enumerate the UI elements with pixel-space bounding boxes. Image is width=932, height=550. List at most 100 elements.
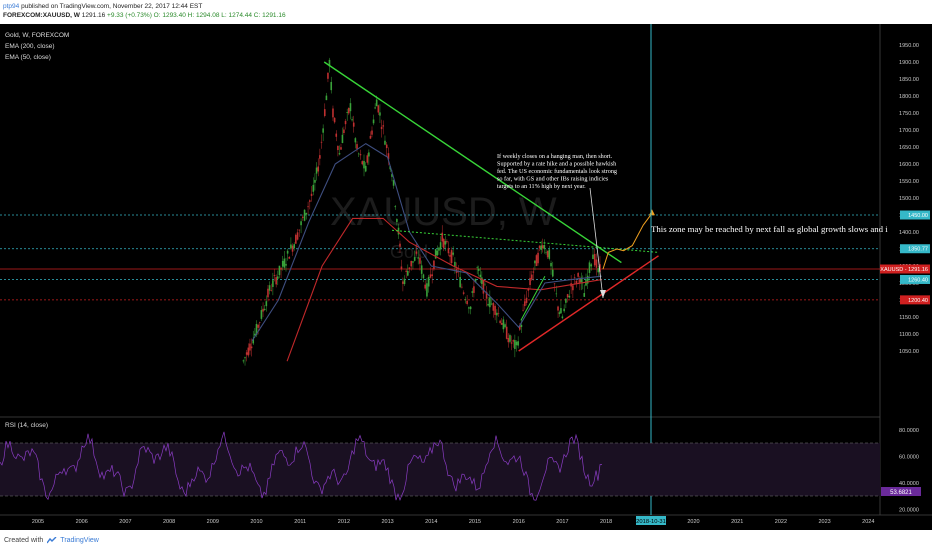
- candle-body: [352, 122, 355, 127]
- candle-body: [354, 138, 357, 143]
- candle-body: [281, 260, 284, 267]
- candle-body: [524, 301, 526, 307]
- candle-body: [267, 288, 269, 298]
- candle-body: [359, 154, 362, 156]
- candle-body: [363, 160, 365, 169]
- candle-body: [328, 59, 331, 67]
- candle-body: [364, 165, 367, 172]
- candle-body: [434, 249, 437, 259]
- publisher-line: ptp94 published on TradingView.com, Nove…: [3, 3, 203, 10]
- price-level-badge: [900, 210, 930, 220]
- candle-body: [255, 323, 258, 336]
- candle-body: [555, 293, 558, 295]
- candle-body: [560, 308, 562, 314]
- candles: [242, 57, 601, 366]
- annotation-target-zone[interactable]: This zone may be reached by next fall as…: [651, 224, 888, 234]
- candle-body: [531, 274, 533, 280]
- candle-body: [462, 292, 465, 294]
- candle-body: [429, 274, 432, 278]
- year-tick: 2010: [250, 519, 262, 525]
- price-level-label: XAUUSD - 1291.16: [880, 267, 928, 273]
- watermark-symbol: XAUUSD, W: [330, 190, 557, 234]
- price-chart[interactable]: XAUUSD, W Gold Gold, W, FOREXCOM EMA (20…: [0, 24, 932, 530]
- rsi-axis-ticks: 80.0000 60.0000 40.0000 20.0000: [899, 428, 919, 514]
- candle-body: [343, 129, 345, 134]
- candle-body: [369, 135, 372, 139]
- year-tick: 2016: [513, 519, 525, 525]
- candle-body: [260, 310, 263, 319]
- annotation-short-thesis[interactable]: If weekly closes on a hanging man, then …: [497, 153, 617, 190]
- candle-body: [346, 112, 348, 113]
- candle-body: [427, 276, 430, 287]
- tradingview-logo-icon: [47, 536, 57, 543]
- candle-body: [296, 232, 299, 240]
- annotation-pointer: [589, 187, 604, 299]
- candle-body: [436, 250, 439, 256]
- candle-body: [302, 216, 304, 218]
- candle-body: [327, 72, 329, 79]
- year-tick: 2015: [469, 519, 481, 525]
- candle-body: [566, 294, 569, 298]
- candle-body: [374, 107, 376, 109]
- tradingview-brand[interactable]: TradingView: [60, 536, 99, 544]
- footer: Created with TradingView: [0, 530, 932, 550]
- rsi-tick: 60.0000: [899, 454, 919, 460]
- candle-body: [469, 306, 472, 310]
- candle-body: [338, 153, 341, 155]
- candle-body: [500, 323, 503, 325]
- candle-body: [263, 308, 266, 311]
- rsi-tick: 40.0000: [899, 481, 919, 487]
- candle-body: [315, 167, 318, 174]
- candle-body: [573, 277, 576, 278]
- candle-body: [348, 108, 350, 114]
- candle-body: [420, 265, 423, 274]
- date-marker-label: 2018-10-31: [636, 519, 666, 525]
- candle-body: [273, 275, 276, 276]
- publisher-user[interactable]: ptp94: [3, 3, 20, 10]
- candle-body: [439, 242, 442, 250]
- candle-body: [335, 133, 338, 137]
- candle-body: [537, 252, 539, 264]
- candle-body: [450, 250, 453, 264]
- candle-body: [568, 295, 571, 298]
- candle-body: [307, 206, 309, 208]
- price-tick: 1550.00: [899, 179, 919, 185]
- candle-body: [512, 340, 515, 342]
- year-tick: 2008: [163, 519, 175, 525]
- candle-body: [557, 306, 559, 311]
- candle-body: [408, 267, 411, 269]
- candle-body: [502, 319, 505, 330]
- candle-body: [366, 155, 369, 163]
- candle-body: [446, 241, 448, 243]
- candle-body: [565, 298, 567, 303]
- rsi-tick: 20.0000: [899, 507, 919, 513]
- candle-body: [413, 257, 416, 261]
- candle-body: [588, 262, 591, 273]
- price-tick: 1800.00: [899, 94, 919, 100]
- candle-body: [490, 303, 493, 305]
- candle-body: [419, 257, 421, 264]
- candle-body: [438, 247, 440, 251]
- candle-body: [561, 316, 564, 319]
- candle-body: [278, 265, 281, 276]
- candle-body: [407, 270, 409, 276]
- candle-body: [285, 263, 287, 266]
- candle-body: [319, 155, 321, 159]
- trendline-green-dotted: [391, 229, 659, 253]
- price-tick: 1400.00: [899, 230, 919, 236]
- candle-body: [399, 243, 401, 247]
- candle-body: [481, 277, 483, 284]
- annotation-line: targets to an 11% high by next year.: [497, 183, 586, 190]
- candle-body: [558, 312, 561, 314]
- candle-body: [295, 234, 297, 244]
- annotation-line: so far, with GS and other IBs raising in…: [497, 176, 609, 183]
- rsi-value: 53.6821: [890, 490, 912, 496]
- price-tick: 1100.00: [899, 332, 918, 338]
- candle-body: [257, 324, 259, 328]
- year-tick: 2018: [600, 519, 612, 525]
- legend-series: Gold, W, FOREXCOM: [5, 32, 69, 39]
- ema50-line: [251, 142, 602, 342]
- candle-body: [402, 281, 404, 284]
- candle-body: [522, 309, 524, 311]
- candle-body: [410, 260, 412, 267]
